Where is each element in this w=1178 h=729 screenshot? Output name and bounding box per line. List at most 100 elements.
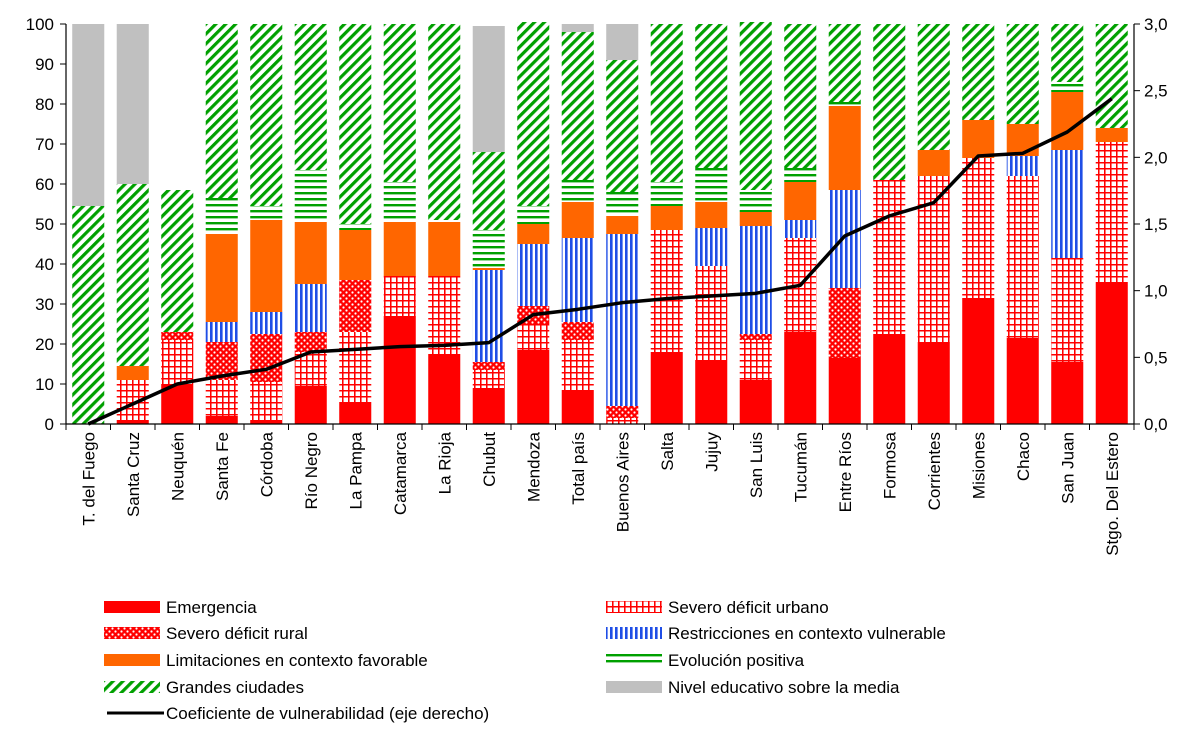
bar-grandes-7 bbox=[383, 24, 416, 182]
legend-item: Severo déficit rural bbox=[104, 624, 308, 643]
bar-evolucion-10 bbox=[517, 206, 550, 224]
bar-sev_urbano-21 bbox=[1006, 176, 1039, 338]
bar-grandes-20 bbox=[962, 24, 995, 120]
bar-limitaciones-17 bbox=[828, 106, 861, 190]
bar-limitaciones-19 bbox=[917, 150, 950, 176]
bar-sev_rural-6 bbox=[339, 280, 372, 332]
bar-evolucion-6 bbox=[339, 224, 372, 230]
bar-sev_urbano-8 bbox=[428, 276, 461, 354]
bar-grandes-2 bbox=[161, 190, 194, 332]
bar-grandes-9 bbox=[472, 152, 505, 230]
bar-evolucion-4 bbox=[250, 206, 283, 220]
bar-grandes-11 bbox=[561, 32, 594, 180]
bar-limitaciones-11 bbox=[561, 202, 594, 238]
legend-label: Evolución positiva bbox=[668, 651, 805, 670]
x-tick-label: San Luis bbox=[747, 432, 766, 498]
legend-label: Limitaciones en contexto favorable bbox=[166, 651, 428, 670]
bar-sev_urbano-9 bbox=[472, 370, 505, 388]
legend-swatch-emergencia bbox=[104, 601, 160, 613]
y-tick-label-right: 0,5 bbox=[1144, 348, 1168, 367]
x-tick-label: Jujuy bbox=[702, 432, 721, 472]
legend-item: Evolución positiva bbox=[606, 651, 805, 670]
x-tick-label: Misiones bbox=[969, 432, 988, 499]
vulnerability-line-layer bbox=[87, 97, 1113, 426]
legend-swatch-sev_urbano bbox=[606, 601, 662, 613]
bar-restricciones-3 bbox=[205, 322, 238, 342]
bar-evolucion-3 bbox=[205, 198, 238, 234]
legend-swatch-restricciones bbox=[606, 627, 662, 639]
bar-emergencia-11 bbox=[561, 390, 594, 424]
legend-swatch-sev_rural bbox=[104, 627, 160, 639]
bar-sev_urbano-7 bbox=[383, 276, 416, 316]
y-tick-label-right: 2,5 bbox=[1144, 82, 1168, 101]
y-tick-label-left: 40 bbox=[35, 255, 54, 274]
y-tick-label-left: 20 bbox=[35, 335, 54, 354]
bar-emergencia-7 bbox=[383, 316, 416, 424]
bar-evolucion-22 bbox=[1051, 82, 1084, 92]
y-tick-label-right: 0,0 bbox=[1144, 415, 1168, 434]
bar-limitaciones-10 bbox=[517, 224, 550, 244]
bar-limitaciones-5 bbox=[294, 222, 327, 284]
bar-sev_urbano-4 bbox=[250, 382, 283, 420]
bar-emergencia-18 bbox=[873, 334, 906, 424]
bar-limitaciones-13 bbox=[650, 206, 683, 230]
bar-sev_urbano-23 bbox=[1095, 142, 1128, 282]
legend-swatch-limitaciones bbox=[104, 654, 160, 666]
legend-item: Grandes ciudades bbox=[104, 678, 304, 697]
bar-grandes-0 bbox=[72, 206, 105, 424]
vulnerability-line bbox=[87, 97, 1113, 426]
bar-limitaciones-21 bbox=[1006, 124, 1039, 156]
bar-grandes-5 bbox=[294, 24, 327, 170]
bar-sev_rural-15 bbox=[739, 334, 772, 340]
bar-evolucion-13 bbox=[650, 182, 683, 206]
bar-restricciones-16 bbox=[784, 220, 817, 238]
bar-limitaciones-6 bbox=[339, 230, 372, 280]
bar-limitaciones-7 bbox=[383, 222, 416, 276]
bar-sev_rural-2 bbox=[161, 332, 194, 340]
bar-emergencia-6 bbox=[339, 402, 372, 424]
bar-restricciones-21 bbox=[1006, 156, 1039, 176]
x-tick-label: Neuquén bbox=[168, 432, 187, 501]
x-tick-label: La Pampa bbox=[346, 431, 365, 509]
legend: Emergencia Severo déficit rural Limitacion… bbox=[104, 598, 946, 723]
x-tick-label: Mendoza bbox=[524, 431, 543, 501]
bar-limitaciones-15 bbox=[739, 212, 772, 226]
bar-emergencia-15 bbox=[739, 380, 772, 424]
bar-sev_rural-17 bbox=[828, 288, 861, 358]
bar-grandes-12 bbox=[606, 60, 639, 192]
bar-emergencia-4 bbox=[250, 420, 283, 424]
y-tick-label-left: 10 bbox=[35, 375, 54, 394]
y-tick-label-left: 0 bbox=[45, 415, 54, 434]
axes-layer: 0 10 20 30 40 50 60 70 80 90 100 0,0 0,5 1,0 1,5 2,0 2,5… bbox=[26, 15, 1168, 434]
bar-limitaciones-12 bbox=[606, 216, 639, 234]
bar-grandes-17 bbox=[828, 24, 861, 102]
bar-limitaciones-14 bbox=[695, 202, 728, 228]
bar-limitaciones-1 bbox=[116, 366, 149, 380]
bar-evolucion-8 bbox=[428, 220, 461, 222]
bar-grandes-1 bbox=[116, 184, 149, 366]
bar-emergencia-14 bbox=[695, 360, 728, 424]
bar-sev_rural-4 bbox=[250, 334, 283, 382]
bar-evolucion-12 bbox=[606, 192, 639, 216]
bar-limitaciones-22 bbox=[1051, 92, 1084, 150]
bar-grandes-10 bbox=[517, 22, 550, 206]
bar-grandes-18 bbox=[873, 24, 906, 180]
bar-restricciones-9 bbox=[472, 270, 505, 362]
bar-sev_rural-9 bbox=[472, 362, 505, 370]
bar-grandes-3 bbox=[205, 24, 238, 198]
bar-sev_urbano-3 bbox=[205, 380, 238, 416]
bar-sev_urbano-10 bbox=[517, 324, 550, 350]
bar-emergencia-20 bbox=[962, 298, 995, 424]
bar-grandes-14 bbox=[695, 24, 728, 168]
legend-label: Severo déficit rural bbox=[166, 624, 308, 643]
legend-swatch-grandes bbox=[104, 681, 160, 693]
x-tick-label: Catamarca bbox=[391, 431, 410, 515]
bar-sev_urbano-13 bbox=[650, 230, 683, 352]
bar-emergencia-21 bbox=[1006, 338, 1039, 424]
x-tick-label: Santa Fe bbox=[213, 432, 232, 501]
bar-emergencia-3 bbox=[205, 416, 238, 424]
bar-sev_urbano-22 bbox=[1051, 258, 1084, 362]
legend-item: Restricciones en contexto vulnerable bbox=[606, 624, 946, 643]
x-tick-label: T. del Fuego bbox=[79, 432, 98, 526]
